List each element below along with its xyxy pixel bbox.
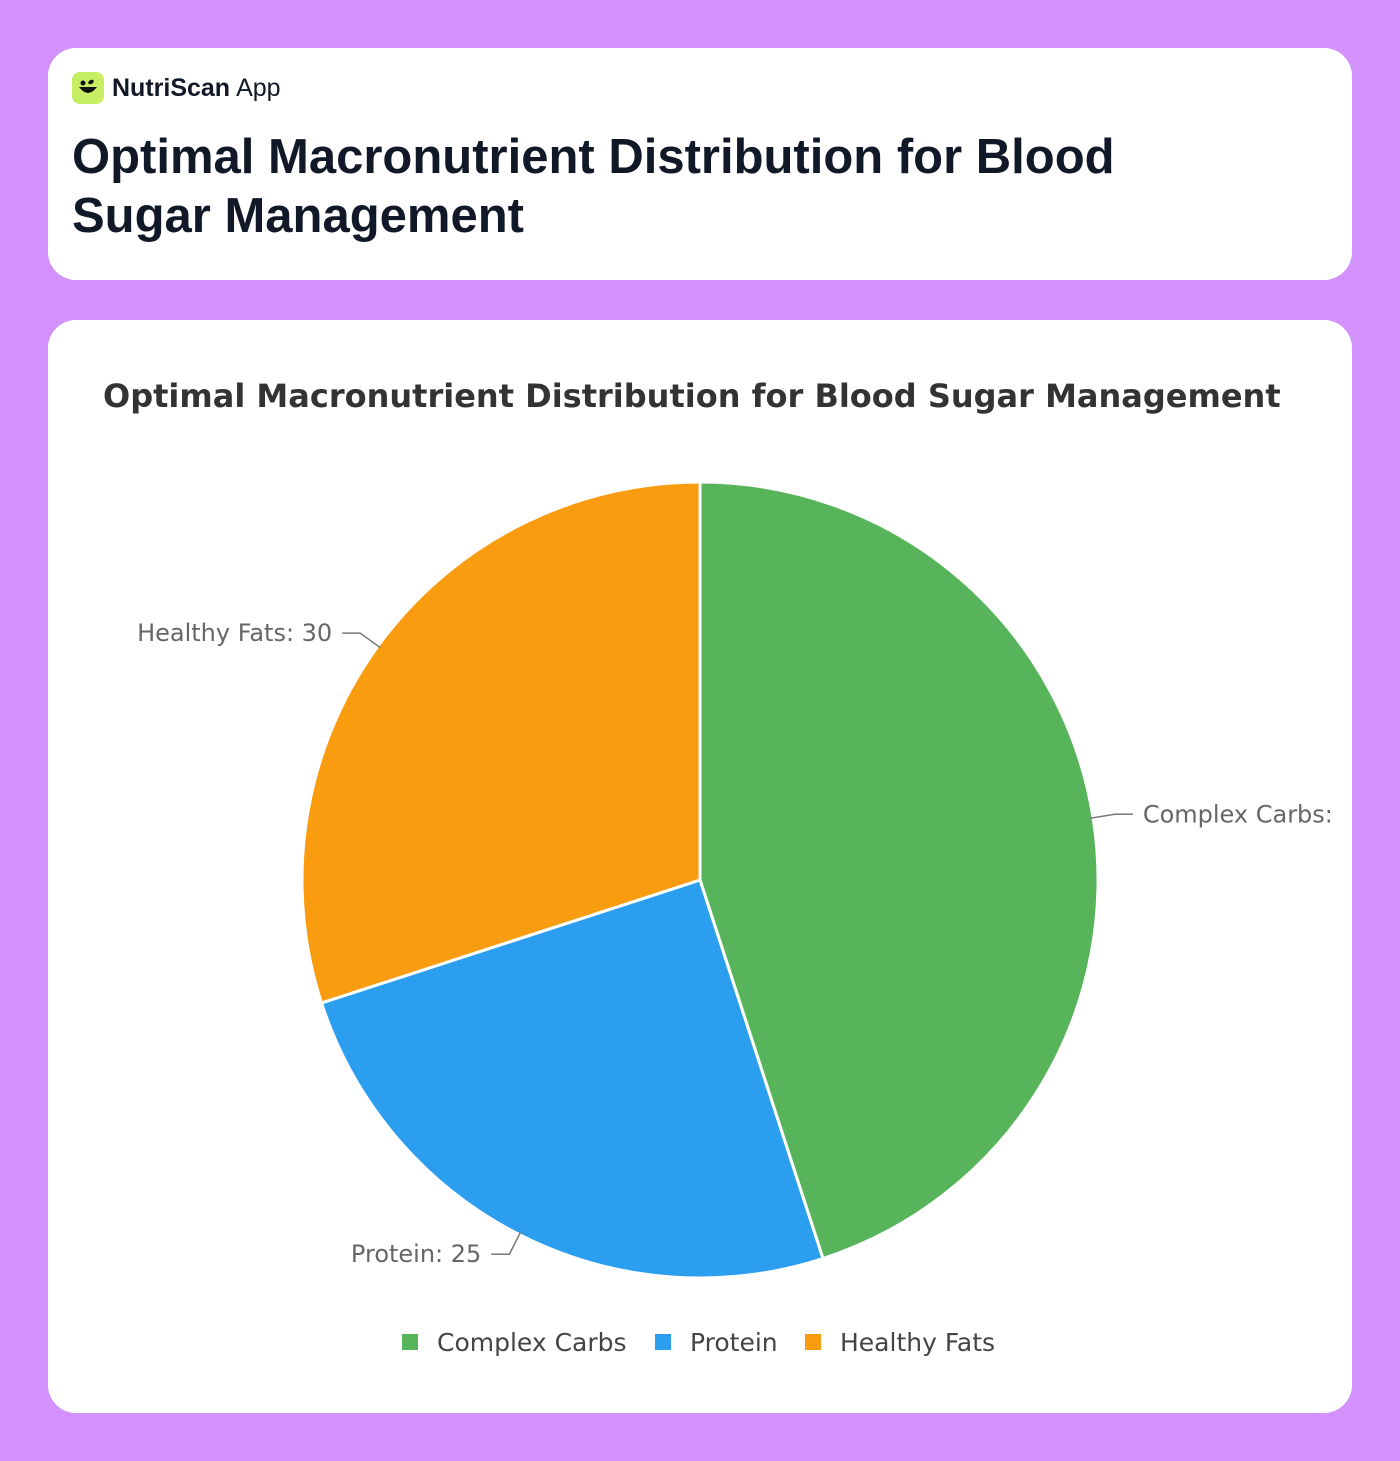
legend-item[interactable]: Complex Carbs — [437, 1328, 627, 1357]
brand-suffix: App — [236, 73, 281, 102]
label-connector — [1090, 813, 1133, 819]
data-label: Healthy Fats: 30 — [137, 619, 332, 647]
legend-item[interactable]: Protein — [690, 1328, 778, 1357]
page-title: Optimal Macronutrient Distribution for B… — [72, 130, 1115, 243]
leaf-bowl-icon — [72, 72, 104, 104]
header-card: NutriScan App Optimal Macronutrient Dist… — [48, 48, 1352, 280]
brand: NutriScan App — [72, 72, 281, 104]
brand-name: NutriScan — [112, 73, 231, 102]
legend-swatch — [655, 1334, 671, 1350]
label-connector — [491, 1231, 522, 1255]
data-label: Complex Carbs: 45 — [1143, 800, 1333, 828]
label-connector — [342, 632, 381, 649]
legend-swatch — [402, 1334, 418, 1350]
legend-item[interactable]: Healthy Fats — [840, 1328, 995, 1357]
data-label: Protein: 25 — [351, 1240, 481, 1268]
legend-swatch — [805, 1334, 821, 1350]
chart-card: Optimal Macronutrient Distribution for B… — [48, 320, 1352, 1413]
chart-title: Optimal Macronutrient Distribution for B… — [103, 377, 1281, 415]
pie-chart: Optimal Macronutrient Distribution for B… — [103, 377, 1333, 1357]
